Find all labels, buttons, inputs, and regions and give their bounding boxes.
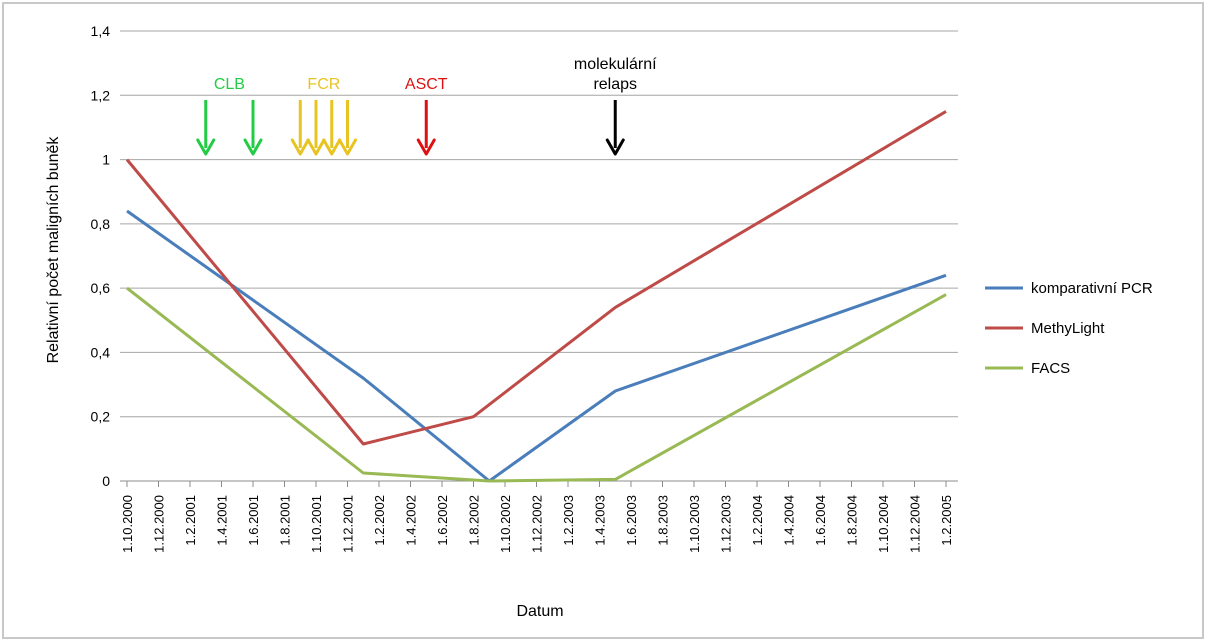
x-tick-label: 1.4.2001 xyxy=(215,495,230,546)
annotation-arrow xyxy=(243,100,263,156)
annotation-label-line: ASCT xyxy=(405,76,448,93)
x-tick-label: 1.2.2004 xyxy=(750,495,765,546)
legend-label: MethyLight xyxy=(1031,320,1105,337)
line-chart: 0 0,2 0,4 0,6 0,8 1 1,2 1,4 1.10.2000 1.12.2000 1.… xyxy=(45,23,1153,620)
annotation-arrow xyxy=(306,100,326,156)
y-axis-title: Relativní počet maligních buněk xyxy=(45,136,62,364)
x-tick-label: 1.10.2001 xyxy=(309,495,324,553)
y-tick-label: 0 xyxy=(102,473,110,489)
x-tick-label: 1.6.2004 xyxy=(813,495,828,546)
annotation-label-line: FCR xyxy=(307,76,340,93)
legend-label: FACS xyxy=(1031,360,1070,377)
y-tick-label: 1,4 xyxy=(91,23,111,39)
x-tick-label: 1.12.2003 xyxy=(719,495,734,553)
x-tick-label: 1.4.2002 xyxy=(404,495,419,546)
y-tick-label: 0,2 xyxy=(91,409,111,425)
x-tick-label: 1.12.2004 xyxy=(908,495,923,553)
x-axis-title: Datum xyxy=(516,603,563,620)
arrow-head xyxy=(306,138,326,156)
annotation-label-line: molekulární xyxy=(574,56,657,73)
annotation-label: ASCT xyxy=(405,76,448,93)
y-tick-label: 0,6 xyxy=(91,280,111,296)
x-tick-label: 1.10.2002 xyxy=(498,495,513,553)
x-tick-label: 1.8.2001 xyxy=(278,495,293,546)
x-tick-label: 1.12.2000 xyxy=(152,495,167,553)
y-tick-label: 0,4 xyxy=(91,344,111,360)
x-tick-label: 1.2.2001 xyxy=(183,495,198,546)
x-tick-label: 1.8.2004 xyxy=(845,495,860,546)
arrow-head xyxy=(196,138,216,156)
legend-label: komparativní PCR xyxy=(1031,280,1153,297)
x-tick-label: 1.4.2003 xyxy=(593,495,608,546)
annotation-label: FCR xyxy=(307,76,340,93)
x-tick-label: 1.6.2002 xyxy=(435,495,450,546)
x-tick-label: 1.2.2002 xyxy=(372,495,387,546)
y-tick-label: 0,8 xyxy=(91,216,111,232)
annotation-arrow xyxy=(322,100,342,156)
series-line-methylight xyxy=(125,110,947,446)
annotation-label-line: relaps xyxy=(593,76,637,93)
arrow-head xyxy=(338,138,357,156)
x-tick-label: 1.6.2003 xyxy=(624,495,639,546)
annotation-label: molekulární relaps xyxy=(574,56,657,93)
arrow-head xyxy=(605,138,625,156)
arrow-head xyxy=(322,138,342,156)
x-tick-label: 1.4.2004 xyxy=(782,495,797,546)
series-line-facs xyxy=(126,286,947,483)
x-tick-label: 1.12.2001 xyxy=(341,495,356,553)
annotation-arrow xyxy=(416,100,436,156)
annotation-label: CLB xyxy=(214,76,245,93)
x-tick-label: 1.12.2002 xyxy=(530,495,545,553)
arrow-head xyxy=(243,138,263,156)
y-tick-label: 1,2 xyxy=(91,87,111,103)
annotation-label-line: CLB xyxy=(214,76,245,93)
x-tick-label: 1.2.2005 xyxy=(939,495,954,546)
x-tick-label: 1.10.2004 xyxy=(876,495,891,553)
x-tick-label: 1.10.2000 xyxy=(120,495,135,553)
annotation-arrow xyxy=(290,100,310,156)
y-tick-label: 1 xyxy=(102,152,110,168)
x-tick-label: 1.6.2001 xyxy=(246,495,261,546)
arrow-head xyxy=(290,138,310,156)
x-tick-label: 1.8.2002 xyxy=(467,495,482,546)
series-line-komparativn-pcr xyxy=(126,209,947,483)
x-tick-label: 1.8.2003 xyxy=(656,495,671,546)
x-tick-label: 1.10.2003 xyxy=(687,495,702,553)
annotation-arrow xyxy=(338,100,357,156)
annotation-arrow xyxy=(196,100,216,156)
annotation-arrow xyxy=(605,100,625,156)
x-tick-label: 1.2.2003 xyxy=(561,495,576,546)
arrow-head xyxy=(416,138,436,156)
